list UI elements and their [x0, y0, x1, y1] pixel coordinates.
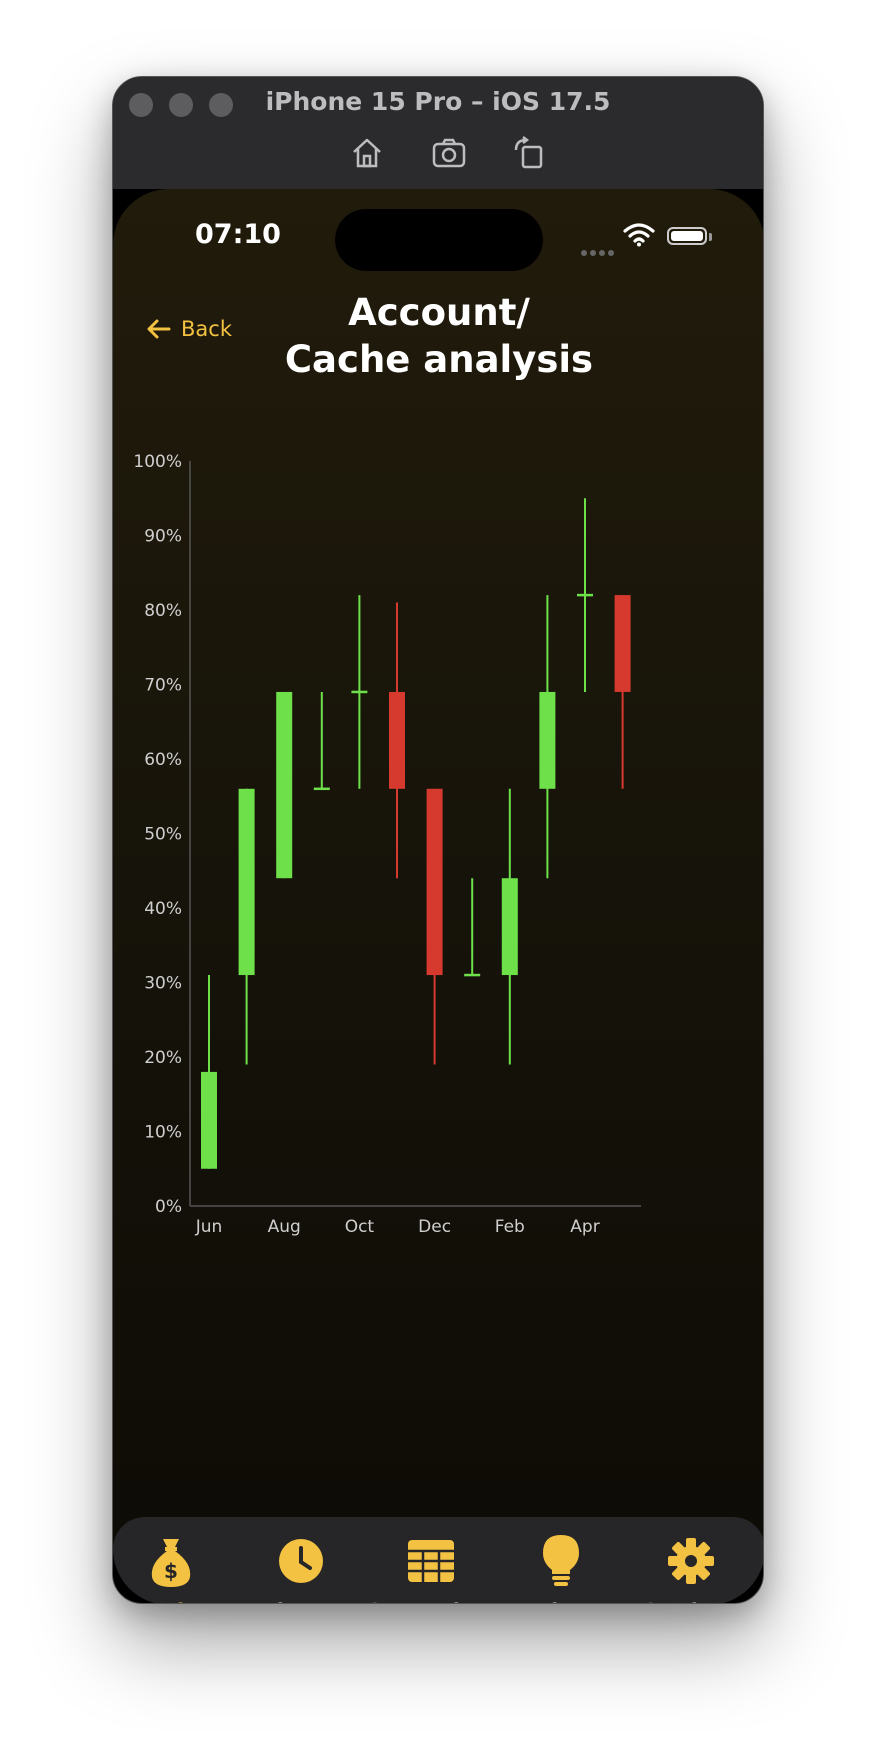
- dynamic-island: [335, 209, 543, 271]
- y-tick-label: 80%: [144, 601, 182, 621]
- arrow-left-icon: [147, 319, 171, 339]
- back-label: Back: [181, 317, 232, 341]
- device-screen: 07:10 Back Account/ Cache analysis 0% 10%…: [113, 189, 763, 1603]
- x-tick-label: Oct: [345, 1217, 375, 1237]
- x-tick-label: Aug: [268, 1217, 301, 1237]
- candlestick-chart: 0% 10% 20% 30% 40% 50% 60% 70% 80% 90% 100% Jun Aug O…: [133, 452, 641, 1237]
- tab-label: Tips: [496, 1599, 626, 1603]
- candle-body: [426, 788, 443, 976]
- y-tick-label: 70%: [144, 676, 182, 696]
- candle-body: [313, 787, 330, 791]
- candle-body: [201, 1071, 217, 1169]
- y-tick-label: 100%: [133, 452, 182, 472]
- candle-body: [577, 593, 593, 597]
- wifi-icon: [623, 223, 655, 247]
- svg-text:$: $: [164, 1559, 178, 1583]
- x-tick-label: Apr: [570, 1217, 599, 1237]
- tab-label: Comparison: [366, 1599, 500, 1603]
- zoom-window-button[interactable]: [209, 93, 233, 117]
- tab-bar: $ MainHistoryComparisonTipsSettings: [113, 1517, 763, 1603]
- page-title-line1: Account/: [348, 291, 530, 334]
- y-tick-label: 10%: [144, 1123, 182, 1143]
- x-tick-label: Dec: [418, 1217, 451, 1237]
- y-tick-label: 30%: [144, 974, 182, 994]
- tab-settings[interactable]: Settings: [626, 1531, 756, 1603]
- back-button[interactable]: Back: [147, 317, 232, 341]
- tab-label: Main: [113, 1599, 236, 1603]
- candle-body: [539, 691, 556, 789]
- gear-icon: [626, 1531, 756, 1591]
- clock-icon: [236, 1531, 366, 1591]
- home-icon[interactable]: [349, 135, 385, 171]
- simulator-window: iPhone 15 Pro – iOS 17.5 07:10: [112, 76, 764, 1604]
- candle-body: [501, 878, 518, 976]
- cellular-signal-icon: [581, 241, 617, 260]
- page-title-line2: Cache analysis: [284, 338, 594, 381]
- battery-tip: [709, 233, 712, 241]
- candle-body: [464, 973, 481, 977]
- candle-body: [614, 595, 631, 692]
- tab-comparison[interactable]: Comparison: [366, 1531, 500, 1603]
- candle-body: [238, 788, 255, 976]
- close-window-button[interactable]: [129, 93, 153, 117]
- window-title: iPhone 15 Pro – iOS 17.5: [265, 87, 611, 116]
- x-tick-label: Jun: [195, 1217, 223, 1237]
- candle-body: [389, 691, 405, 789]
- table-icon: [366, 1531, 496, 1591]
- tab-label: History: [236, 1599, 366, 1603]
- candle-body: [276, 691, 293, 879]
- money-bag-icon: $: [113, 1531, 236, 1591]
- page-title: Account/ Cache analysis: [113, 289, 763, 383]
- tab-tips[interactable]: Tips: [496, 1531, 626, 1603]
- candle-body: [351, 690, 368, 694]
- y-tick-label: 40%: [144, 899, 182, 919]
- y-tick-label: 60%: [144, 750, 182, 770]
- y-tick-label: 20%: [144, 1048, 182, 1068]
- screenshot-icon[interactable]: [431, 135, 467, 171]
- minimize-window-button[interactable]: [169, 93, 193, 117]
- y-tick-label: 50%: [144, 825, 182, 845]
- lightbulb-icon: [496, 1531, 626, 1591]
- tab-history[interactable]: History: [236, 1531, 366, 1603]
- x-tick-label: Feb: [495, 1217, 525, 1237]
- battery-icon: [667, 227, 707, 245]
- y-tick-label: 90%: [144, 527, 182, 547]
- y-tick-label: 0%: [155, 1197, 182, 1217]
- tab-label: Settings: [626, 1599, 756, 1603]
- status-time: 07:10: [195, 219, 281, 250]
- rotate-icon[interactable]: [511, 135, 547, 171]
- tab-main[interactable]: $ Main: [113, 1531, 236, 1603]
- title-bar: iPhone 15 Pro – iOS 17.5: [113, 77, 763, 189]
